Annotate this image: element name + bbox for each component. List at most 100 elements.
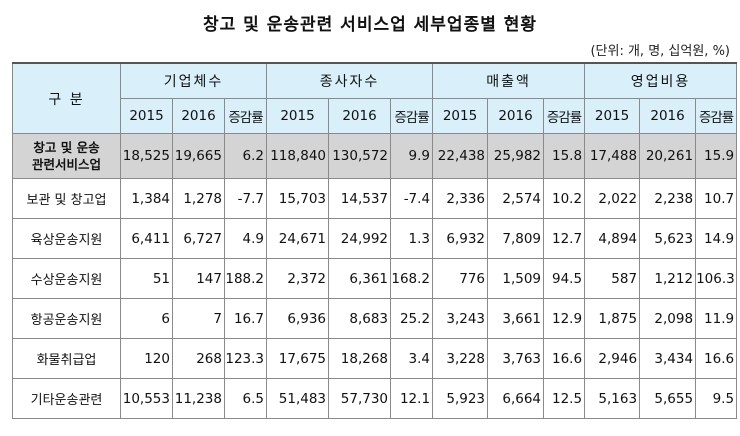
table-cell: 1,384 <box>120 178 173 219</box>
unit-note: (단위: 개, 명, 십억원, %) <box>590 44 730 59</box>
table-cell: 3.4 <box>390 338 434 379</box>
table-cell: 3,434 <box>639 338 697 379</box>
table-cell: 2,336 <box>432 178 489 219</box>
year-header: 2016 <box>172 98 225 134</box>
table-cell: 9.5 <box>695 378 738 419</box>
table-cell: 1,875 <box>584 298 641 339</box>
row-label: 항공운송지원 <box>12 298 121 339</box>
table-cell: 2,022 <box>584 178 641 219</box>
table-cell: 17,675 <box>266 338 330 379</box>
total-cell: 18,525 <box>120 133 173 179</box>
table-cell: 6,411 <box>120 218 173 259</box>
table-cell: 776 <box>432 258 489 299</box>
table-cell: 5,623 <box>639 218 697 259</box>
group-header-sales: 매출액 <box>432 62 586 99</box>
table-cell: 1,212 <box>639 258 697 299</box>
table-cell: 5,655 <box>639 378 697 419</box>
rate-header: 증감률 <box>223 98 268 134</box>
table-row: 보관 및 창고업 1,384 1,278 -7.7 15,703 14,537 -7.4 2,… <box>12 178 738 219</box>
table-cell: 7 <box>172 298 225 339</box>
total-label-line1: 창고 및 운송 <box>33 140 100 155</box>
year-header: 2016 <box>639 98 697 134</box>
total-cell: 118,840 <box>266 133 330 179</box>
table-cell: 14,537 <box>328 178 392 219</box>
total-cell: 15.8 <box>543 133 586 179</box>
table-cell: 5,163 <box>584 378 641 419</box>
total-cell: 9.9 <box>390 133 434 179</box>
rate-header: 증감률 <box>543 98 586 134</box>
table-cell: 3,661 <box>487 298 545 339</box>
table-cell: 12.7 <box>543 218 586 259</box>
table-cell: 4.9 <box>223 218 268 259</box>
table-cell: 6,361 <box>328 258 392 299</box>
total-label-line2: 관련서비스업 <box>31 157 101 172</box>
table-cell: 14.9 <box>695 218 738 259</box>
table-cell: 2,372 <box>266 258 330 299</box>
header-row-years: 2015 2016 증감률 2015 2016 증감률 2015 2016 증감… <box>13 98 738 134</box>
year-header: 2015 <box>432 98 489 134</box>
table-cell: 10,553 <box>120 378 173 419</box>
year-header: 2016 <box>487 98 545 134</box>
year-header: 2015 <box>120 98 173 134</box>
table-cell: 2,574 <box>487 178 545 219</box>
table-cell: 2,238 <box>639 178 697 219</box>
table-cell: 16.6 <box>695 338 738 379</box>
header-row-groups: 구 분 기업체수 종사자수 매출액 영업비용 <box>12 62 738 134</box>
total-cell: 17,488 <box>584 133 641 179</box>
table-cell: 268 <box>172 338 225 379</box>
table-cell: 1.3 <box>390 218 434 259</box>
group-header-employees: 종사자수 <box>266 62 434 99</box>
table-cell: 587 <box>584 258 641 299</box>
table-cell: 120 <box>120 338 173 379</box>
table-cell: 168.2 <box>390 258 434 299</box>
table-cell: 6.5 <box>223 378 268 419</box>
total-cell: 130,572 <box>328 133 392 179</box>
row-label: 화물취급업 <box>12 338 121 379</box>
table-cell: 5,923 <box>432 378 489 419</box>
total-cell: 20,261 <box>639 133 697 179</box>
table-cell: 4,894 <box>584 218 641 259</box>
total-row: 창고 및 운송 관련서비스업 18,525 19,665 6.2 118,840… <box>12 133 738 179</box>
table-cell: 6,727 <box>172 218 225 259</box>
table-cell: 12.9 <box>543 298 586 339</box>
table-cell: -7.4 <box>390 178 434 219</box>
category-header: 구 분 <box>12 62 121 134</box>
table-cell: 11,238 <box>172 378 225 419</box>
row-label: 보관 및 창고업 <box>12 178 121 219</box>
table-cell: -7.7 <box>223 178 268 219</box>
table-cell: 24,992 <box>328 218 392 259</box>
table-cell: 10.7 <box>695 178 738 219</box>
table-cell: 7,809 <box>487 218 545 259</box>
table-cell: 8,683 <box>328 298 392 339</box>
table-row: 육상운송지원 6,411 6,727 4.9 24,671 24,992 1.3 6,932 7… <box>12 218 738 259</box>
table-row: 화물취급업 120 268 123.3 17,675 18,268 3.4 3,228 3,76… <box>12 338 738 379</box>
table-row: 항공운송지원 6 7 16.7 6,936 8,683 25.2 3,243 3,661 12.9… <box>12 298 738 339</box>
table-cell: 106.3 <box>695 258 738 299</box>
total-cell: 25,982 <box>487 133 545 179</box>
group-header-companies: 기업체수 <box>119 62 268 99</box>
row-label: 기타운송관련 <box>12 378 121 419</box>
row-label: 수상운송지원 <box>12 258 121 299</box>
table-cell: 18,268 <box>328 338 392 379</box>
table-cell: 12.5 <box>543 378 586 419</box>
table-cell: 147 <box>172 258 225 299</box>
table-cell: 6 <box>120 298 173 339</box>
table-cell: 57,730 <box>328 378 392 419</box>
total-label: 창고 및 운송 관련서비스업 <box>12 133 121 179</box>
table-cell: 2,098 <box>639 298 697 339</box>
table-cell: 188.2 <box>223 258 268 299</box>
table-cell: 1,509 <box>487 258 545 299</box>
table-cell: 16.7 <box>223 298 268 339</box>
total-cell: 6.2 <box>223 133 268 179</box>
total-cell: 19,665 <box>172 133 225 179</box>
group-header-expenses: 영업비용 <box>584 62 738 99</box>
table-cell: 12.1 <box>390 378 434 419</box>
page-title: 창고 및 운송관련 서비스업 세부업종별 현황 <box>202 15 538 35</box>
table-cell: 3,228 <box>432 338 489 379</box>
table-cell: 25.2 <box>390 298 434 339</box>
rate-header: 증감률 <box>695 98 738 134</box>
table-cell: 6,932 <box>432 218 489 259</box>
table-cell: 3,763 <box>487 338 545 379</box>
total-cell: 15.9 <box>695 133 738 179</box>
table-cell: 6,936 <box>266 298 330 339</box>
